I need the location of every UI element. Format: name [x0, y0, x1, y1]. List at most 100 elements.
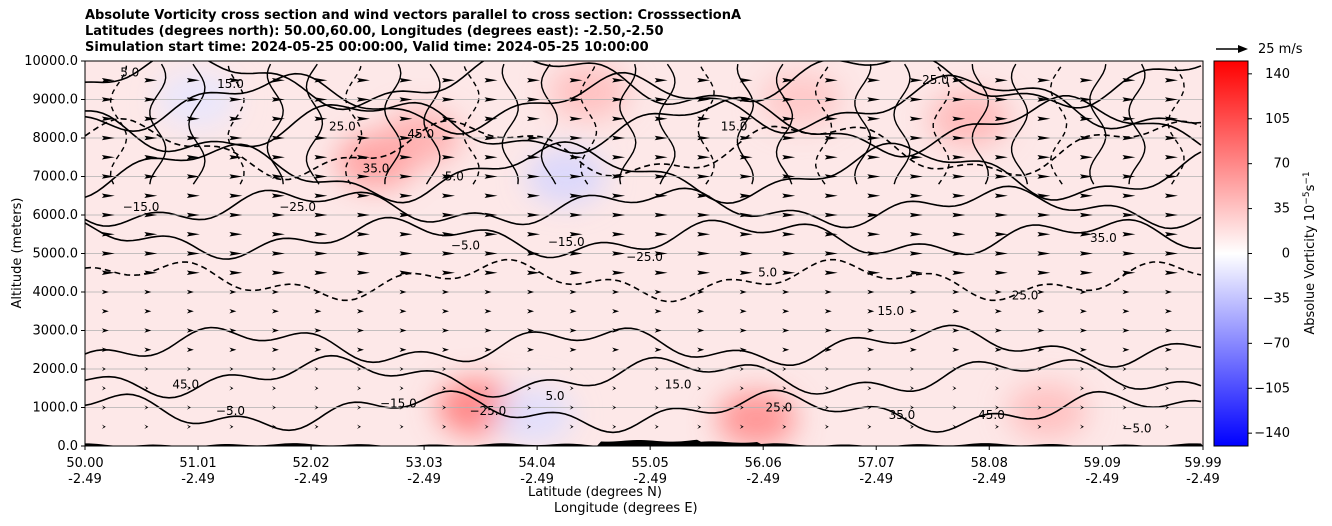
- wind-arrow: [1164, 78, 1178, 83]
- wind-arrow: [441, 309, 449, 314]
- contour-line: [814, 63, 833, 185]
- wind-arrow: [314, 424, 319, 429]
- x-tick-label-lat: 58.08: [971, 456, 1008, 471]
- y-tick-label: 1000.0: [33, 401, 79, 416]
- wind-arrow: [1164, 116, 1178, 121]
- wind-arrow: [1122, 212, 1136, 218]
- x-tick-label-lon: -2.49: [1186, 472, 1220, 487]
- wind-arrow: [527, 347, 535, 352]
- wind-arrow: [484, 386, 489, 391]
- wind-arrow: [229, 232, 243, 237]
- wind-arrow: [314, 386, 319, 391]
- wind-arrow: [612, 251, 626, 256]
- wind-arrow: [314, 328, 322, 333]
- wind-arrow: [909, 135, 923, 141]
- wind-arrow: [867, 270, 881, 275]
- title-line-3: Simulation start time: 2024-05-25 00:00:…: [85, 40, 649, 55]
- wind-arrow: [271, 270, 285, 275]
- contour-label: 15.0: [665, 377, 692, 391]
- wind-arrow: [1037, 328, 1045, 333]
- contour-label: 15.0: [217, 77, 244, 91]
- y-tick-label: 0.0: [57, 439, 78, 454]
- contour-line: [305, 63, 324, 185]
- wind-arrow: [782, 424, 787, 429]
- colorbar-tick-label: 0: [1282, 247, 1290, 262]
- x-tick-label-lat: 55.05: [632, 456, 669, 471]
- wind-arrow: [952, 347, 960, 352]
- contour-line: [932, 63, 950, 185]
- wind-arrow: [229, 116, 243, 121]
- wind-arrow: [697, 78, 711, 83]
- wind-arrow: [697, 135, 711, 141]
- wind-arrow: [994, 405, 999, 410]
- contour-line: [854, 64, 872, 185]
- wind-arrow: [441, 328, 449, 333]
- wind-arrow: [186, 424, 191, 429]
- wind-arrow: [782, 386, 787, 391]
- wind-arrow: [697, 97, 711, 102]
- wind-arrow: [144, 155, 158, 160]
- wind-arrow: [1122, 386, 1127, 391]
- wind-arrow: [824, 251, 838, 256]
- wind-arrow: [399, 212, 413, 218]
- wind-arrow: [824, 366, 829, 372]
- wind-arrow: [314, 289, 322, 295]
- wind-arrow: [186, 174, 200, 179]
- wind-arrow: [867, 405, 872, 410]
- contour-label: 35.0: [1090, 231, 1117, 245]
- wind-arrow: [1037, 251, 1051, 256]
- wind-arrow: [314, 232, 328, 237]
- contour-label: 15.0: [877, 304, 904, 318]
- wind-arrow: [186, 97, 200, 102]
- wind-arrow: [782, 366, 787, 372]
- wind-arrow: [527, 174, 541, 179]
- wind-arrow: [101, 309, 109, 314]
- wind-arrow: [229, 405, 234, 410]
- contour-line: [109, 64, 128, 185]
- wind-arrow: [144, 116, 158, 121]
- x-tick-label-lat: 50.00: [66, 456, 103, 471]
- wind-arrow: [144, 251, 158, 256]
- wind-arrow: [314, 366, 319, 372]
- contour-label: 5.0: [545, 389, 564, 403]
- wind-arrow: [144, 424, 149, 429]
- wind-arrow: [697, 193, 711, 198]
- wind-arrow: [1122, 78, 1136, 83]
- wind-arrow: [569, 116, 583, 121]
- wind-arrow: [952, 212, 966, 218]
- wind-arrow: [824, 193, 838, 198]
- wind-arrow: [952, 78, 966, 83]
- wind-arrow: [399, 193, 413, 198]
- wind-arrow: [824, 405, 829, 410]
- y-tick-label: 6000.0: [33, 208, 79, 223]
- contour-label: 25.0: [1012, 289, 1039, 303]
- wind-arrow: [441, 135, 455, 141]
- wind-arrow: [952, 174, 966, 179]
- wind-arrow: [612, 289, 620, 295]
- wind-arrow: [867, 212, 881, 218]
- wind-arrow: [484, 366, 489, 372]
- wind-arrow: [186, 289, 194, 295]
- wind-arrow: [527, 135, 541, 141]
- wind-arrow: [867, 386, 872, 391]
- contour-label: 25.0: [765, 400, 792, 414]
- contour-line: [1089, 63, 1107, 185]
- wind-arrow: [527, 386, 532, 391]
- wind-arrow: [569, 366, 574, 372]
- wind-arrow: [739, 309, 747, 314]
- wind-arrow: [271, 405, 276, 410]
- contour-line: [462, 63, 480, 185]
- wind-arrow: [1164, 97, 1178, 102]
- quiver-key: [1216, 45, 1248, 53]
- wind-arrow: [484, 116, 498, 121]
- x-axis: 50.00-2.4951.01-2.4952.02-2.4953.03-2.49…: [66, 446, 1222, 487]
- wind-arrow: [271, 78, 285, 83]
- wind-arrow: [101, 232, 115, 237]
- wind-arrow: [314, 309, 322, 314]
- x-tick-label-lon: -2.49: [972, 472, 1006, 487]
- wind-arrow: [1122, 232, 1136, 237]
- wind-arrow: [1079, 212, 1093, 218]
- wind-arrow: [1037, 424, 1042, 429]
- wind-arrow: [271, 347, 279, 352]
- wind-arrow: [994, 328, 1002, 333]
